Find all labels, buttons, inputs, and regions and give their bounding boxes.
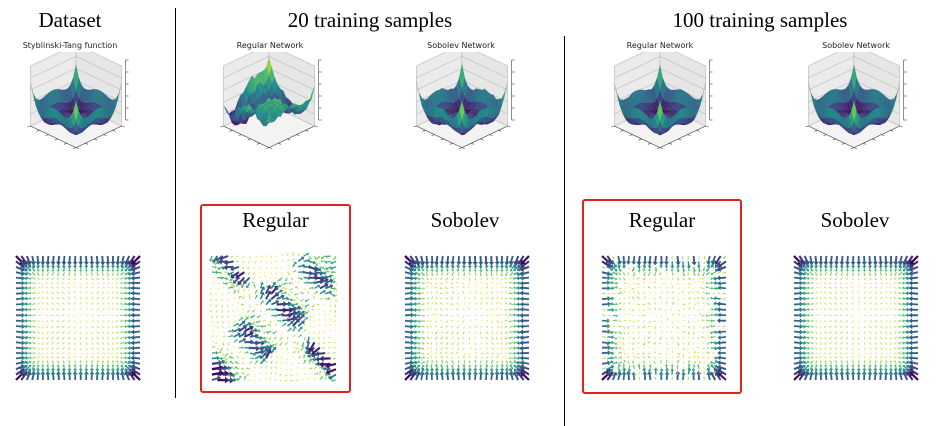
dataset-gradient-field	[12, 252, 144, 384]
dataset-surface-title: Styblinski-Tang function	[10, 41, 130, 50]
s100-sobolev-field-label: Sobolev	[780, 208, 930, 233]
samples-20-header: 20 training samples	[190, 8, 550, 33]
s20-regular-field-label: Regular	[200, 208, 351, 233]
s100-regular-gradient-field	[598, 252, 730, 384]
s100-sobolev-surface-title: Sobolev Network	[796, 41, 916, 50]
samples-100-header: 100 training samples	[580, 8, 937, 33]
s20-sobolev-gradient-field	[401, 252, 533, 384]
s100-regular-field-label: Regular	[582, 208, 742, 233]
s20-sobolev-surface-plot	[398, 52, 538, 182]
s20-regular-surface-title: Regular Network	[210, 41, 330, 50]
s100-sobolev-surface-plot	[790, 52, 930, 182]
divider-left	[175, 8, 176, 398]
s100-sobolev-gradient-field	[790, 252, 922, 384]
s20-sobolev-surface-title: Sobolev Network	[401, 41, 521, 50]
s20-regular-surface-plot	[205, 52, 345, 182]
dataset-surface-plot	[12, 52, 152, 182]
s100-regular-surface-plot	[596, 52, 736, 182]
s100-regular-surface-title: Regular Network	[600, 41, 720, 50]
divider-right	[564, 36, 565, 426]
dataset-header: Dataset	[0, 8, 140, 33]
s20-regular-gradient-field	[208, 252, 340, 384]
s20-sobolev-field-label: Sobolev	[390, 208, 540, 233]
